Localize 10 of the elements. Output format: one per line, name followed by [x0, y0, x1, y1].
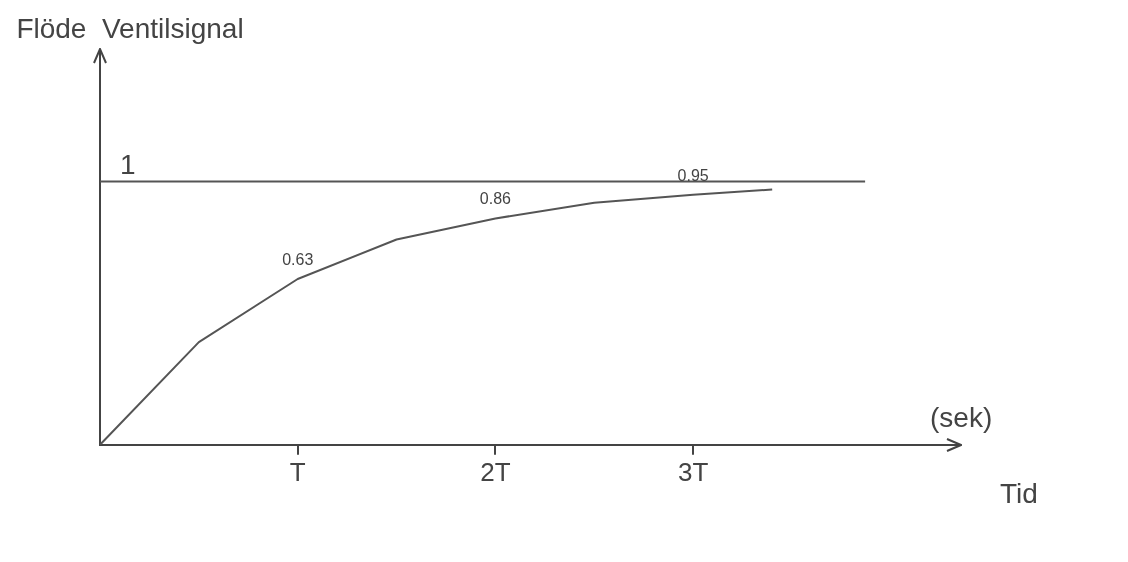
x-tick-label: T — [289, 456, 306, 487]
x-tick-label: 3T — [677, 456, 709, 487]
data-label: 0.86 — [479, 190, 512, 208]
x-tick-label: 2T — [480, 456, 511, 487]
data-label: 0.95 — [677, 166, 709, 184]
y-axis-title: Flöde Ventilsignal — [16, 13, 244, 44]
annotation: (sek) — [930, 401, 993, 433]
x-axis-title: Tid — [1000, 477, 1038, 509]
annotation: 1 — [120, 148, 136, 180]
data-label: 0.63 — [282, 250, 314, 268]
